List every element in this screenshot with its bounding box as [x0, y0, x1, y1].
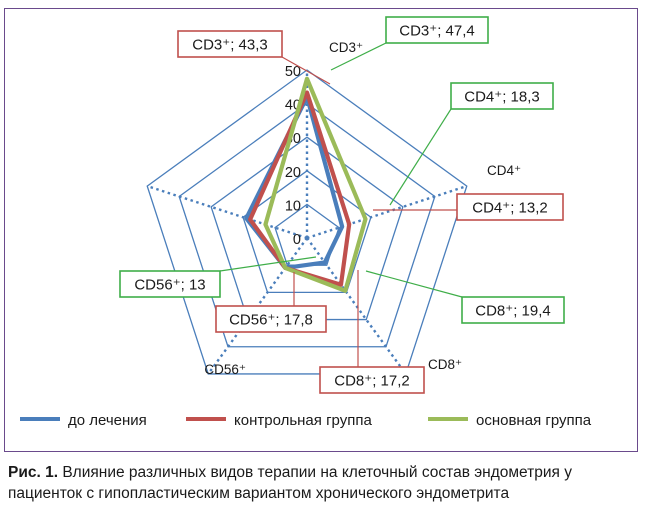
callout-label: CD3⁺; 47,4	[399, 23, 474, 40]
callout-box	[450, 82, 554, 110]
series-before-treatment	[244, 94, 345, 271]
callout-label: CD3⁺; 43,3	[192, 37, 267, 54]
callout-box	[456, 193, 564, 221]
spoke	[146, 184, 308, 240]
callout-label: CD4⁺; 18,3	[464, 89, 539, 106]
tick-label: 10	[285, 198, 301, 214]
callout-leader	[330, 42, 387, 71]
legend-label: до лечения	[68, 412, 147, 429]
series-control-group	[248, 90, 352, 287]
callout-label: CD4⁺; 13,2	[472, 200, 547, 217]
callout-leader	[219, 256, 317, 272]
tick-label: 20	[285, 165, 301, 181]
callout-label: CD8⁺; 17,2	[334, 373, 409, 390]
axis-label: CD56⁺	[204, 362, 246, 377]
callout-label: CD8⁺; 19,4	[475, 303, 550, 320]
spoke	[306, 237, 407, 375]
tick-label: 50	[285, 64, 301, 80]
caption-text: Влияние различных видов терапии на клето…	[8, 464, 572, 502]
chart-frame	[4, 8, 638, 452]
callout-box	[119, 270, 221, 298]
callout-box	[215, 305, 327, 333]
callout-box	[385, 16, 489, 44]
callout-box	[461, 296, 565, 324]
callout-leader	[365, 270, 463, 298]
callout-box	[177, 30, 283, 58]
figure-caption: Рис. 1. Влияние различных видов терапии …	[8, 462, 644, 504]
series-main-group	[263, 76, 368, 293]
axis-label: CD4⁺	[487, 163, 521, 178]
grid-ring	[178, 102, 436, 348]
axis-label: CD8⁺	[428, 357, 462, 372]
tick-label: 0	[293, 232, 301, 248]
callout-leader	[389, 108, 452, 206]
legend-label: основная группа	[476, 412, 592, 429]
spoke	[306, 184, 468, 240]
axis-label: CD3⁺	[329, 40, 363, 55]
legend-label: контрольная группа	[234, 412, 372, 429]
callout-label: CD56⁺; 13	[134, 277, 205, 294]
callout-leader	[281, 56, 331, 85]
callout-label: CD56⁺; 17,8	[229, 312, 313, 329]
caption-label: Рис. 1.	[8, 464, 59, 481]
callout-box	[319, 366, 425, 394]
grid-ring	[146, 69, 468, 375]
